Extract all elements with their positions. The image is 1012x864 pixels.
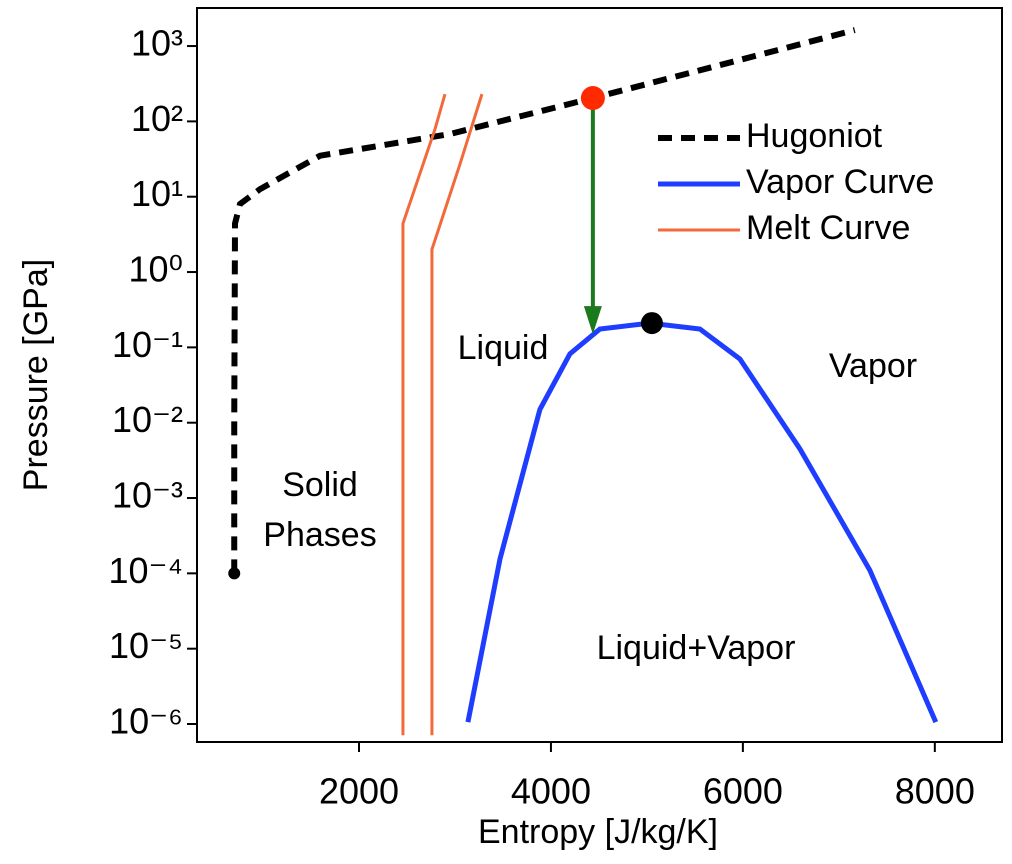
y-tick-label: 10⁻⁵	[109, 625, 183, 666]
y-tick-label: 10⁻⁴	[108, 550, 183, 591]
arrow-head	[583, 306, 602, 335]
x-tick-label: 4000	[511, 771, 591, 812]
point	[228, 567, 241, 580]
legend-label: Melt Curve	[746, 209, 910, 247]
legend-label: Vapor Curve	[746, 163, 934, 201]
annotation: Solid	[282, 466, 358, 504]
x-tick-label: 2000	[319, 771, 399, 812]
y-tick-label: 10⁻³	[112, 475, 183, 516]
plot-frame	[196, 7, 1003, 743]
annotation: Liquid+Vapor	[597, 629, 796, 667]
point	[640, 312, 663, 335]
y-tick-label: 10¹	[131, 173, 183, 214]
x-axis-label: Entropy [J/kg/K]	[478, 813, 718, 851]
annotation: Phases	[263, 516, 376, 554]
y-axis-label: Pressure [GPa]	[17, 259, 55, 491]
y-tick-label: 10⁻⁶	[109, 701, 183, 742]
y-tick-label: 10³	[131, 23, 183, 64]
series-line	[231, 27, 856, 574]
y-tick-label: 10⁰	[129, 249, 183, 290]
legend-label: Hugoniot	[746, 117, 883, 155]
annotation: Liquid	[458, 329, 549, 367]
y-tick-label: 10⁻¹	[112, 324, 183, 365]
x-tick-label: 6000	[703, 771, 783, 812]
x-tick-label: 8000	[895, 771, 975, 812]
y-tick-label: 10⁻²	[112, 399, 183, 440]
point	[580, 86, 605, 111]
y-tick-label: 10²	[131, 98, 183, 139]
series-line	[401, 93, 484, 736]
annotation: Vapor	[829, 347, 917, 385]
